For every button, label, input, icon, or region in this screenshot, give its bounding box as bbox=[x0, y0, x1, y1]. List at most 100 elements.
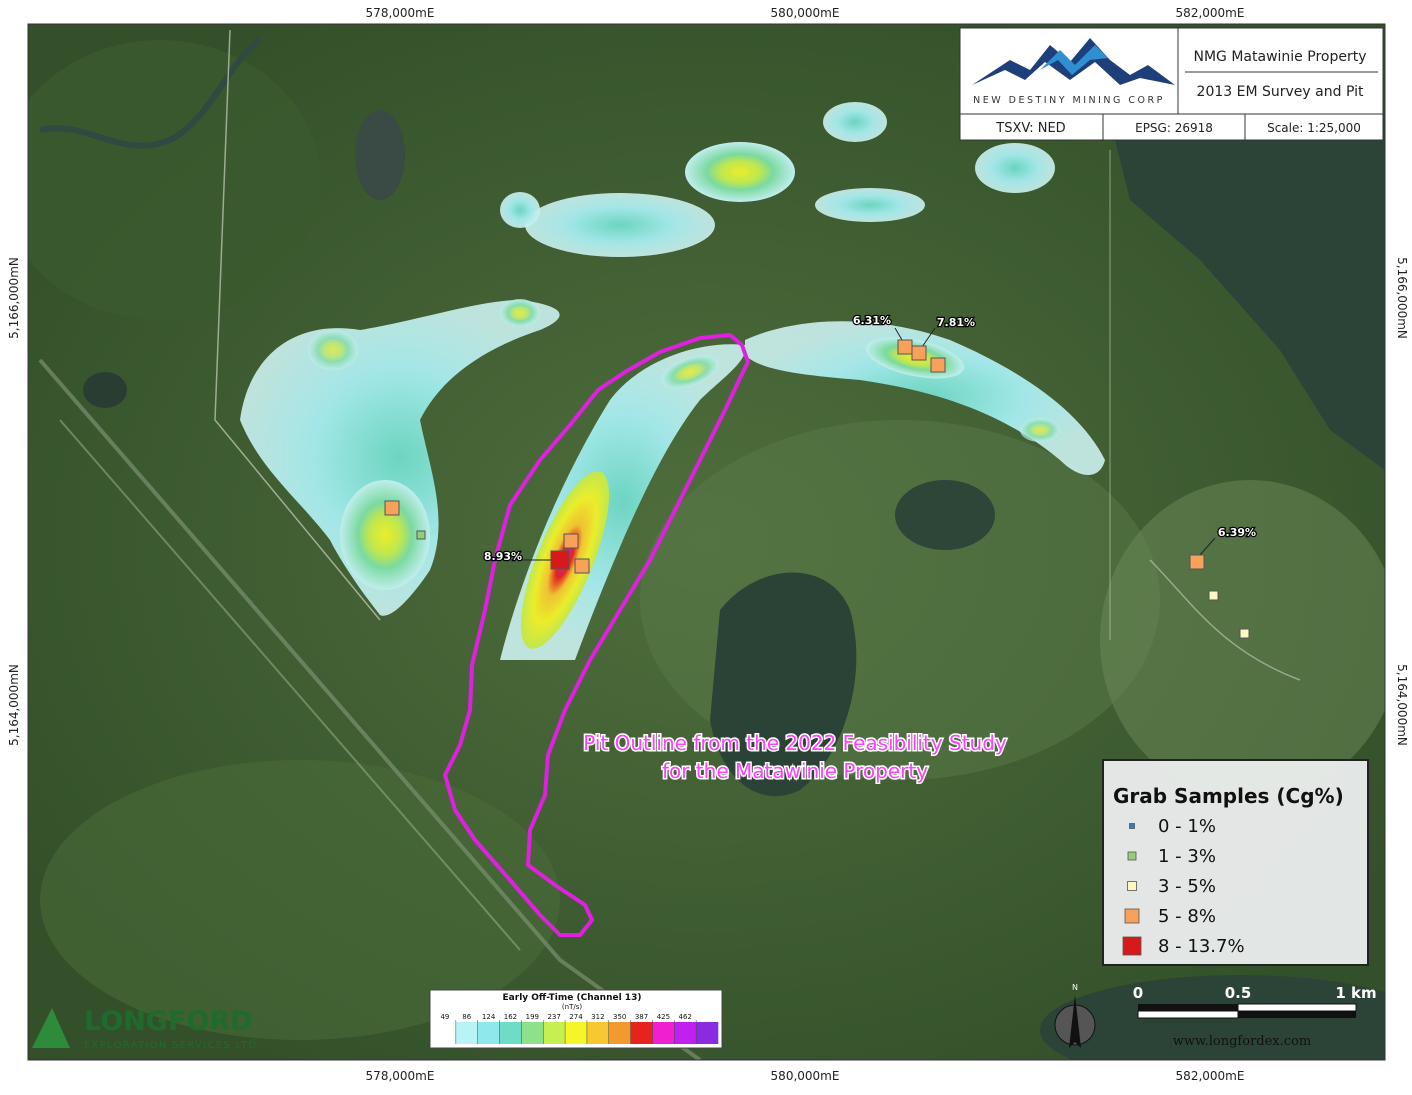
legend-swatch bbox=[1127, 851, 1137, 861]
colorbar-tick-label: 162 bbox=[504, 1013, 517, 1021]
sample-label: 6.31% bbox=[853, 314, 891, 327]
colorbar-swatch bbox=[652, 1022, 675, 1044]
legend-title: Grab Samples (Cg%) bbox=[1113, 784, 1344, 808]
colorbar-swatch bbox=[630, 1022, 653, 1044]
sample-label: 6.39% bbox=[1218, 526, 1256, 539]
colorbar-tick-label: 425 bbox=[657, 1013, 670, 1021]
colorbar-units: (nT/s) bbox=[562, 1003, 582, 1011]
em-anomaly bbox=[340, 480, 430, 590]
northing-label: 5,164,000mN bbox=[7, 664, 21, 746]
map-frame bbox=[27, 23, 1386, 1061]
lake bbox=[710, 572, 857, 797]
colorbar: Early Off-Time (Channel 13) (nT/s) 49 86 1… bbox=[429, 989, 723, 1049]
scale-label: 0 bbox=[1133, 984, 1143, 1002]
scale-segment bbox=[1238, 1011, 1356, 1018]
em-anomaly bbox=[1020, 418, 1060, 442]
colorbar-swatch bbox=[696, 1022, 719, 1044]
scale-segment bbox=[1237, 1003, 1357, 1012]
colorbar-swatch bbox=[608, 1022, 631, 1044]
legend-box bbox=[1102, 759, 1369, 966]
legend-swatch bbox=[1127, 881, 1137, 891]
road bbox=[214, 29, 381, 621]
logo-tagline: EXPLORATION SERVICES LTD bbox=[84, 1040, 257, 1051]
sample bbox=[911, 345, 927, 361]
info: Scale: 1:25,000 bbox=[1267, 121, 1361, 135]
grid-labels: 578,000mE 580,000mE 582,000mE 578,000mE … bbox=[7, 6, 1409, 1083]
sample bbox=[1208, 590, 1219, 601]
legend-label: 8 - 13.7% bbox=[1158, 936, 1245, 957]
easting-label: 580,000mE bbox=[771, 6, 840, 20]
easting-label: 578,000mE bbox=[366, 6, 435, 20]
colorbar-swatch bbox=[499, 1022, 522, 1044]
website: www.longfordex.com bbox=[1173, 1034, 1311, 1049]
colorbar-swatch bbox=[477, 1022, 500, 1044]
title-block: NEW DESTINY MINING CORP NMG Matawinie Pr… bbox=[959, 27, 1384, 141]
colorbar-tick-label: 350 bbox=[613, 1013, 626, 1021]
grab-samples: 6.31% 7.81% 8.93% 6.39% bbox=[384, 313, 1257, 639]
map-title: NMG Matawinie Property bbox=[1194, 49, 1367, 65]
sample bbox=[930, 357, 946, 373]
info: EPSG: 26918 bbox=[1135, 121, 1213, 135]
colorbar-tick-label: 49 bbox=[440, 1013, 449, 1021]
colorbar-swatch bbox=[565, 1022, 588, 1044]
logo-mark bbox=[32, 1008, 70, 1048]
sample-label: 8.93% bbox=[484, 550, 522, 563]
colorbar-tick-label: 274 bbox=[569, 1013, 583, 1021]
pit-annotation: Pit Outline from the 2022 Feasibility St… bbox=[583, 731, 1007, 755]
imagery: 6.31% 7.81% 8.93% 6.39% Pit Outline from… bbox=[28, 24, 1385, 1060]
scale-label: 1 km bbox=[1335, 984, 1376, 1002]
north-symbol bbox=[1069, 995, 1081, 1048]
em-anomaly bbox=[661, 355, 719, 389]
road bbox=[1149, 559, 1301, 681]
northing-label: 5,166,000mN bbox=[1395, 257, 1409, 339]
river bbox=[39, 37, 262, 149]
company-logo bbox=[972, 38, 1175, 85]
em-anomaly bbox=[500, 192, 540, 228]
road bbox=[59, 419, 521, 951]
sample bbox=[550, 550, 570, 570]
em-anomaly bbox=[815, 188, 925, 222]
em-anomaly bbox=[823, 102, 887, 142]
legend-label: 1 - 3% bbox=[1158, 846, 1216, 867]
colorbar-tick-label: 237 bbox=[547, 1013, 560, 1021]
forest-patch bbox=[40, 760, 560, 1040]
legend: Grab Samples (Cg%) 0 - 1% 1 - 3% 3 - 5% 5 -… bbox=[1102, 759, 1369, 966]
sample-label: 7.81% bbox=[937, 316, 975, 329]
sample bbox=[563, 533, 579, 549]
north-label: N bbox=[1072, 983, 1078, 992]
northing-label: 5,164,000mN bbox=[1395, 664, 1409, 746]
northing-label: 5,166,000mN bbox=[7, 257, 21, 339]
legend-swatch bbox=[1129, 823, 1135, 829]
em-anomaly bbox=[525, 193, 715, 257]
logo-name: LONGFORD bbox=[84, 1006, 253, 1037]
sample bbox=[384, 500, 400, 516]
legend-label: 3 - 5% bbox=[1158, 876, 1216, 897]
company-name: NEW DESTINY MINING CORP bbox=[973, 95, 1165, 106]
scale-segment bbox=[1137, 1010, 1239, 1019]
em-anomaly bbox=[745, 321, 1105, 475]
sample bbox=[1239, 628, 1250, 639]
info: TSXV: NED bbox=[995, 121, 1065, 136]
legend-label: 5 - 8% bbox=[1158, 906, 1216, 927]
sample bbox=[1189, 554, 1205, 570]
sample bbox=[897, 339, 913, 355]
legend-label: 0 - 1% bbox=[1158, 816, 1216, 837]
colorbar-swatch bbox=[455, 1022, 478, 1044]
em-anomalies bbox=[240, 102, 1105, 660]
em-anomaly bbox=[240, 300, 560, 616]
sample bbox=[416, 530, 426, 540]
em-anomaly bbox=[975, 143, 1055, 193]
longford-logo: LONGFORD EXPLORATION SERVICES LTD bbox=[32, 1006, 257, 1051]
easting-label: 578,000mE bbox=[366, 1069, 435, 1083]
em-anomaly bbox=[685, 142, 795, 202]
lake bbox=[355, 110, 405, 200]
lake bbox=[895, 480, 995, 550]
legend-swatch bbox=[1124, 908, 1140, 924]
colorbar-tick-label: 387 bbox=[635, 1013, 648, 1021]
scale-label: 0.5 bbox=[1225, 984, 1252, 1002]
pit-outline bbox=[443, 333, 750, 937]
colorbar-tick-label: 86 bbox=[462, 1013, 471, 1021]
colorbar-swatch bbox=[434, 1022, 457, 1044]
